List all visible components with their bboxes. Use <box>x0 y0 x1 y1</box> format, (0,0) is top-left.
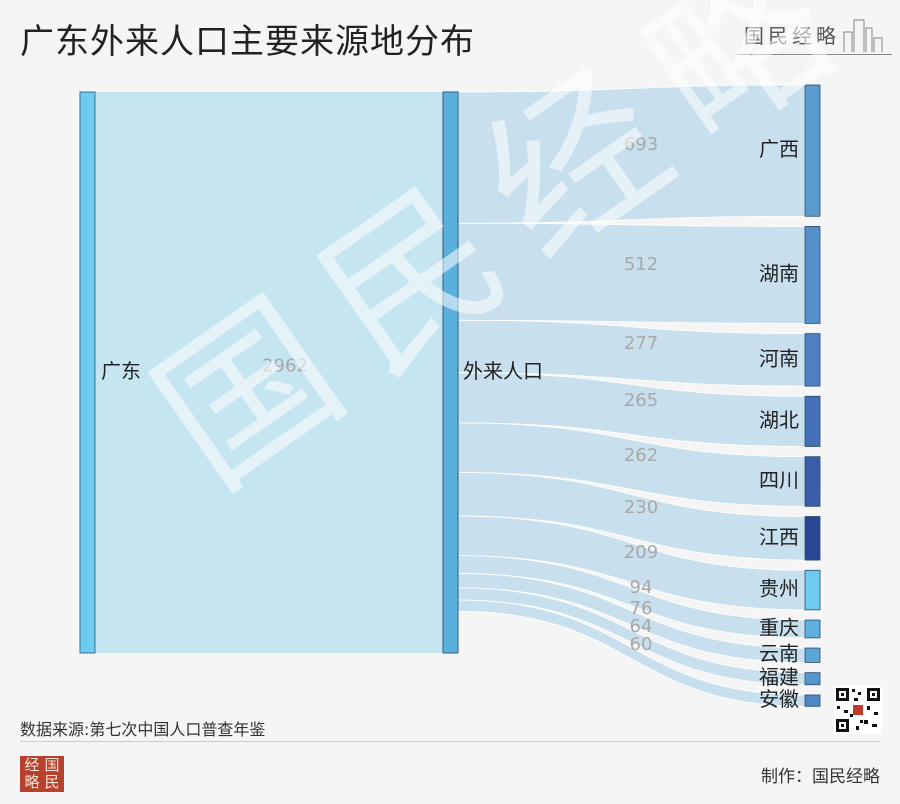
skyline-icon <box>843 19 883 52</box>
target-label-5: 江西 <box>759 525 799 549</box>
mid-label: 外来人口 <box>463 359 543 383</box>
data-source: 数据来源:第七次中国人口普查年鉴 <box>20 720 266 739</box>
logo-seal: 经 国 略 民 <box>20 756 64 792</box>
value-label-1: 512 <box>624 254 658 275</box>
target-node-8 <box>804 647 821 663</box>
value-label-7: 94 <box>630 577 653 598</box>
source-label: 广东 <box>101 359 141 383</box>
target-node-0 <box>804 84 821 217</box>
footer-divider <box>20 741 880 742</box>
value-label-5: 230 <box>624 497 658 518</box>
qr-code-icon <box>834 686 882 734</box>
target-node-3 <box>804 395 821 447</box>
target-label-6: 贵州 <box>759 577 799 601</box>
target-node-2 <box>804 333 821 387</box>
maker-credit: 制作：国民经略 <box>761 767 880 787</box>
target-label-3: 湖北 <box>759 408 799 432</box>
value-label-2: 277 <box>624 333 658 354</box>
target-node-7 <box>804 619 821 639</box>
target-label-2: 河南 <box>759 346 799 370</box>
target-node-4 <box>804 456 821 507</box>
target-label-4: 四川 <box>759 468 799 492</box>
target-label-8: 云南 <box>759 642 799 666</box>
target-node-6 <box>804 569 821 611</box>
target-node-9 <box>804 672 821 686</box>
value-label-0: 693 <box>624 134 658 155</box>
value-label-3: 265 <box>624 390 658 411</box>
value-label-9: 64 <box>630 616 653 637</box>
source-value: 2962 <box>262 356 308 377</box>
target-label-1: 湖南 <box>759 261 799 285</box>
value-label-4: 262 <box>624 445 658 466</box>
source-node <box>79 91 96 654</box>
page-title: 广东外来人口主要来源地分布 <box>20 22 475 62</box>
target-node-1 <box>804 226 821 324</box>
mid-node <box>442 91 459 654</box>
brand-underline <box>737 54 892 55</box>
target-node-5 <box>804 516 821 561</box>
value-label-6: 209 <box>624 542 658 563</box>
target-label-0: 广西 <box>759 137 799 161</box>
target-label-9: 福建 <box>759 665 799 689</box>
brand-name: 国民经略 <box>744 24 840 48</box>
target-node-10 <box>804 694 821 707</box>
value-label-10: 60 <box>630 634 653 655</box>
flow-main <box>95 92 443 653</box>
value-label-8: 76 <box>630 598 653 619</box>
target-label-7: 重庆 <box>759 615 799 639</box>
brand-logo <box>732 14 892 54</box>
target-label-10: 安徽 <box>759 687 799 711</box>
